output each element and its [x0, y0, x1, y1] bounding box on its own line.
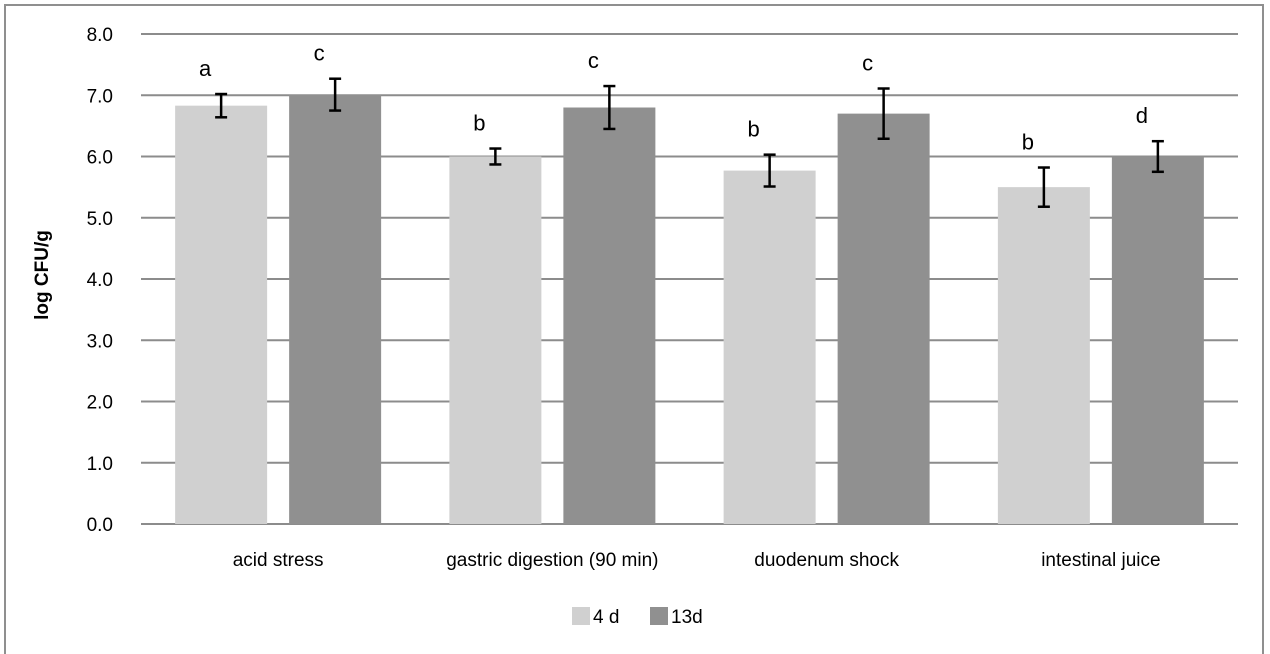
y-tick-label: 6.0 [87, 148, 113, 169]
bar [449, 156, 542, 524]
legend-swatch [572, 607, 590, 625]
y-tick-label: 7.0 [87, 86, 113, 107]
y-tick-label: 1.0 [87, 454, 113, 475]
y-tick-label: 5.0 [87, 209, 113, 230]
bars [175, 94, 1204, 524]
significance-letter: c [862, 51, 873, 76]
bar [837, 113, 930, 524]
bar [723, 170, 816, 524]
legend: 4 d 13d [572, 607, 703, 628]
bar [997, 187, 1090, 524]
y-tick-label: 3.0 [87, 331, 113, 352]
bar [1111, 156, 1204, 524]
x-axis-categories: acid stress gastric digestion (90 min) duo… [233, 550, 1161, 571]
legend-label: 13d [671, 607, 703, 628]
y-axis-label: log CFU/g [32, 230, 53, 320]
bar [175, 105, 268, 524]
y-tick-label: 2.0 [87, 393, 113, 414]
y-axis-ticks: 0.0 1.0 2.0 3.0 4.0 5.0 6.0 7.0 8.0 [87, 25, 113, 536]
y-tick-label: 4.0 [87, 270, 113, 291]
significance-letters: a c b c b c b d [199, 41, 1148, 155]
significance-letter: c [314, 41, 325, 66]
significance-letter: d [1136, 103, 1148, 128]
x-category-label: gastric digestion (90 min) [446, 550, 658, 571]
y-tick-label: 0.0 [87, 515, 113, 536]
x-category-label: acid stress [233, 550, 324, 571]
significance-letter: b [473, 111, 485, 136]
error-bars [215, 77, 1164, 208]
bar [563, 107, 656, 524]
significance-letter: b [1022, 130, 1034, 155]
significance-letter: c [588, 48, 599, 73]
x-category-label: intestinal juice [1041, 550, 1160, 571]
legend-label: 4 d [593, 607, 619, 628]
significance-letter: a [199, 56, 212, 81]
legend-swatch [650, 607, 668, 625]
y-tick-label: 8.0 [87, 25, 113, 46]
x-category-label: duodenum shock [754, 550, 899, 571]
bar [289, 94, 382, 524]
significance-letter: b [748, 117, 760, 142]
